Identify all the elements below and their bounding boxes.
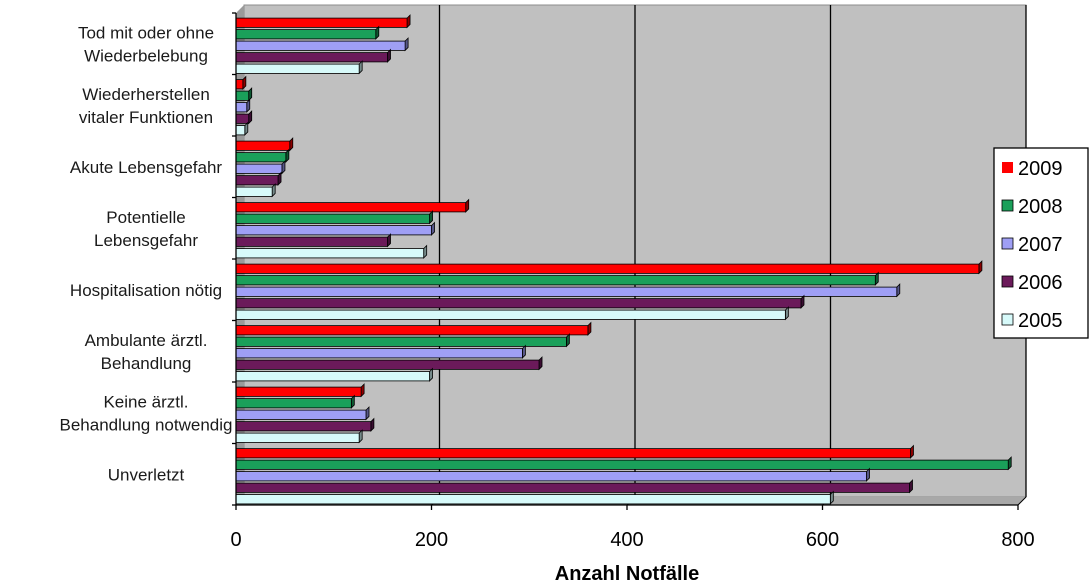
bar-2007 — [235, 225, 432, 236]
category-label: Hospitalisation nötig — [70, 281, 222, 300]
bar-2008 — [235, 152, 287, 163]
bar-2009 — [235, 140, 291, 151]
category-label: Behandlung — [101, 354, 192, 373]
bar-2006 — [235, 175, 279, 186]
bar-2006 — [235, 482, 910, 493]
bar-2005 — [235, 125, 246, 136]
bar-2009 — [235, 79, 244, 90]
bar-2006 — [235, 298, 802, 309]
category-labels: Tod mit oder ohne Wiederbelebung Wiederher… — [60, 23, 233, 484]
bar-2009 — [235, 17, 408, 28]
x-tick-label: 600 — [806, 529, 839, 551]
category-label: Lebensgefahr — [94, 231, 198, 250]
legend-swatch-2007 — [1001, 237, 1014, 250]
bar-2007 — [235, 102, 248, 113]
category-label: Akute Lebensgefahr — [70, 158, 223, 177]
category-label: Potentielle — [106, 208, 185, 227]
legend-label-2007: 2007 — [1018, 234, 1063, 256]
bar-2009 — [235, 325, 589, 336]
bar-2009 — [235, 263, 980, 274]
category-label: Tod mit oder ohne — [78, 23, 214, 42]
bar-2009 — [235, 448, 911, 459]
x-tick-labels: 0 200 400 600 800 — [230, 529, 1034, 551]
bar-2007 — [235, 471, 867, 482]
bar-2006 — [235, 52, 388, 63]
bar-2008 — [235, 29, 377, 40]
bar-2006 — [235, 113, 250, 124]
category-label: Ambulante ärztl. — [85, 331, 208, 350]
bar-2008 — [235, 90, 250, 101]
category-label: Wiederherstellen — [82, 85, 210, 104]
category-label: Wiederbelebung — [84, 46, 208, 65]
legend-label-2005: 2005 — [1018, 310, 1063, 332]
legend-swatch-2009 — [1002, 162, 1013, 173]
bar-2008 — [235, 398, 352, 409]
bar-2005 — [235, 494, 831, 505]
legend: 2009 2008 2007 2006 2005 — [993, 147, 1089, 339]
x-gridline-floor — [1017, 496, 1027, 506]
bar-2007 — [235, 163, 283, 174]
bar-2007 — [235, 40, 406, 51]
legend-swatch-2008 — [1001, 199, 1014, 212]
bar-2008 — [235, 336, 567, 347]
bars — [235, 14, 1012, 505]
x-tick-label: 0 — [230, 529, 241, 551]
category-label: Keine ärztl. — [103, 392, 188, 411]
bar-2006 — [235, 236, 388, 247]
axes — [232, 12, 1019, 510]
bar-2005 — [235, 63, 360, 74]
bar-2008 — [235, 213, 430, 224]
category-label: Unverletzt — [108, 465, 185, 484]
bar-2008 — [235, 275, 876, 286]
x-axis-title: Anzahl Notfälle — [555, 563, 699, 585]
x-tick-label: 800 — [1001, 529, 1034, 551]
legend-swatch-2005 — [1001, 313, 1014, 326]
bar-2006 — [235, 359, 540, 370]
legend-label-2009: 2009 — [1018, 158, 1063, 180]
bar-2009 — [235, 202, 467, 213]
bar-2007 — [235, 286, 898, 297]
bar-2007 — [235, 348, 523, 359]
bar-2009 — [235, 386, 362, 397]
bar-2008 — [235, 459, 1009, 470]
bar-2005 — [235, 186, 273, 197]
bar-2005 — [235, 371, 430, 382]
bar-2005 — [235, 248, 425, 259]
legend-swatch-2006 — [1001, 275, 1014, 288]
legend-label-2008: 2008 — [1018, 196, 1063, 218]
bar-2006 — [235, 421, 372, 432]
x-tick-label: 400 — [610, 529, 643, 551]
bar-2005 — [235, 309, 786, 320]
category-label: Behandlung notwendig — [60, 415, 233, 434]
category-label: vitaler Funktionen — [79, 108, 213, 127]
legend-label-2006: 2006 — [1018, 272, 1063, 294]
x-tick-label: 200 — [415, 529, 448, 551]
bar-2007 — [235, 409, 367, 420]
bar-2005 — [235, 432, 360, 443]
